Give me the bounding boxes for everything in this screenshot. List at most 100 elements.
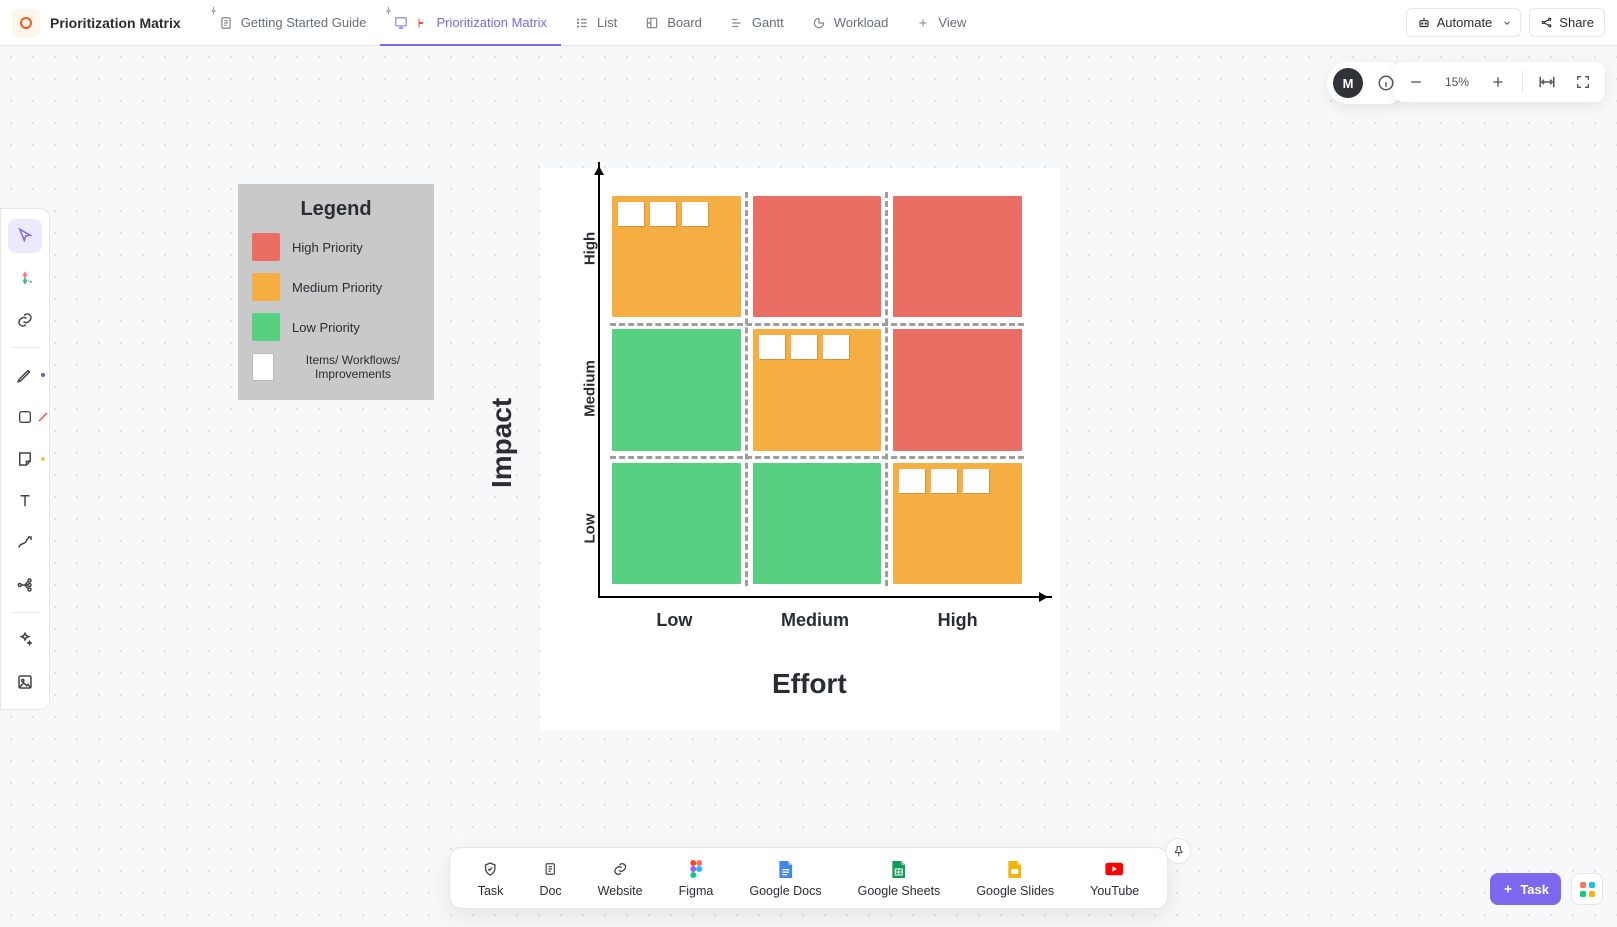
item-card[interactable] [963,469,989,493]
tool-connector[interactable] [8,526,42,560]
tool-ai[interactable] [8,623,42,657]
x-axis-line [598,596,1052,598]
tab-label: View [938,15,966,30]
tab-list[interactable]: List [561,0,631,45]
cell-medium-medium[interactable] [753,329,882,450]
color-swatch [252,273,280,301]
automate-button[interactable]: Automate [1406,8,1504,37]
tool-rail [0,208,50,710]
top-bar: Prioritization Matrix Getting Started Gu… [0,0,1617,46]
cell-high-medium[interactable] [753,196,882,317]
fit-width-button[interactable] [1531,66,1563,98]
tool-shape[interactable] [8,400,42,434]
item-card[interactable] [823,335,849,359]
dock-label: Google Slides [976,884,1054,898]
whiteboard-icon [394,16,408,30]
dock-label: Website [598,884,643,898]
tab-getting-started[interactable]: Getting Started Guide [205,0,381,45]
tab-prioritization-matrix[interactable]: Prioritization Matrix [380,0,561,45]
cell-high-high[interactable] [893,196,1022,317]
dock-task[interactable]: Task [478,860,504,898]
legend-item-items: Items/ Workflows/ Improvements [252,353,420,382]
cell-high-low[interactable] [612,196,741,317]
item-card[interactable] [682,202,708,226]
gdocs-icon [776,860,794,878]
dock-pin-button[interactable] [1165,838,1191,864]
rail-divider [11,347,39,348]
x-tick: Low [656,610,692,631]
dock-gdocs[interactable]: Google Docs [749,860,821,898]
zoom-level[interactable]: 15% [1436,75,1478,89]
zoom-out-button[interactable] [1400,66,1432,98]
cell-low-medium[interactable] [753,463,882,584]
space-avatar[interactable] [12,9,40,37]
y-tick: Low [582,492,599,564]
color-swatch [252,353,274,381]
item-card[interactable] [931,469,957,493]
tab-gantt[interactable]: Gantt [716,0,798,45]
plus-icon [916,16,930,30]
tool-templates[interactable] [8,261,42,295]
y-tick: High [582,212,599,284]
fullscreen-button[interactable] [1567,66,1599,98]
cell-medium-high[interactable] [893,329,1022,450]
dock-gsheets[interactable]: Google Sheets [858,860,941,898]
dock-figma[interactable]: Figma [679,860,714,898]
item-card[interactable] [618,202,644,226]
tab-workload[interactable]: Workload [798,0,903,45]
tab-add-view[interactable]: View [902,0,980,45]
legend-item-high: High Priority [252,233,420,261]
tool-mindmap[interactable] [8,568,42,602]
automate-dropdown[interactable] [1494,8,1521,37]
tool-sticky[interactable] [8,442,42,476]
color-swatch [252,233,280,261]
fab-label: Task [1520,882,1549,897]
dock-label: Google Sheets [858,884,941,898]
share-icon [1540,16,1553,29]
dock-label: Google Docs [749,884,821,898]
dock-youtube[interactable]: YouTube [1090,860,1139,898]
tool-link[interactable] [8,303,42,337]
legend-item-medium: Medium Priority [252,273,420,301]
item-card[interactable] [650,202,676,226]
gslides-icon [1006,860,1024,878]
tool-pen[interactable] [8,358,42,392]
user-avatar[interactable]: M [1333,68,1363,98]
new-task-fab[interactable]: Task [1490,873,1561,905]
flag-icon [416,17,428,29]
share-button[interactable]: Share [1529,8,1605,37]
zoom-in-button[interactable] [1482,66,1514,98]
tool-select[interactable] [8,219,42,253]
dock-website[interactable]: Website [598,860,643,898]
view-tabs: Getting Started Guide Prioritization Mat… [205,0,981,45]
breadcrumb: Prioritization Matrix [12,9,199,37]
tool-image[interactable] [8,665,42,699]
share-label: Share [1559,15,1594,30]
divider [1522,71,1523,93]
apps-button[interactable] [1571,873,1603,905]
cell-low-high[interactable] [893,463,1022,584]
dock-label: Doc [539,884,561,898]
whiteboard-canvas[interactable]: M 15% [0,46,1617,927]
y-axis-label: Impact [486,398,518,488]
legend-label: Low Priority [292,320,360,335]
gsheets-icon [890,860,908,878]
cell-low-low[interactable] [612,463,741,584]
cell-medium-low[interactable] [612,329,741,450]
page-title: Prioritization Matrix [50,15,181,31]
legend-card[interactable]: Legend High Priority Medium Priority Low… [238,184,434,400]
dock-gslides[interactable]: Google Slides [976,860,1054,898]
item-card[interactable] [791,335,817,359]
tab-label: Gantt [752,15,784,30]
dock-doc[interactable]: Doc [539,860,561,898]
legend-label: Medium Priority [292,280,382,295]
list-icon [575,16,589,30]
tab-board[interactable]: Board [631,0,716,45]
figma-icon [687,860,705,878]
tab-label: Prioritization Matrix [436,15,547,30]
rail-divider [11,612,39,613]
item-card[interactable] [899,469,925,493]
tool-text[interactable] [8,484,42,518]
item-card[interactable] [759,335,785,359]
x-tick: Medium [781,610,849,631]
